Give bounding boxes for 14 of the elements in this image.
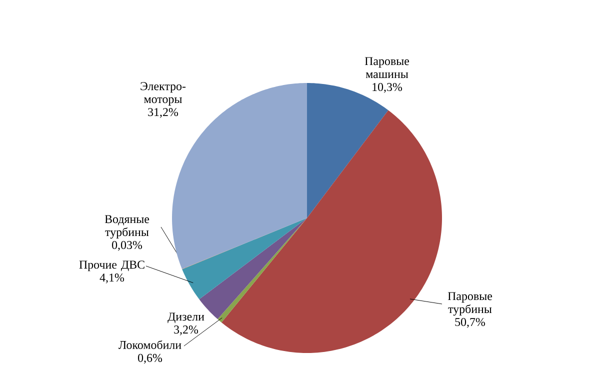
data-label: 4,1% xyxy=(100,274,124,284)
slice-label: Прочие ДВС xyxy=(79,260,144,272)
data-label: 0,03% xyxy=(112,240,142,251)
data-label: 0,6% xyxy=(138,354,162,364)
slice-label: Паровые турбины xyxy=(448,292,492,316)
data-label: 50,7% xyxy=(455,318,486,328)
slice-label: Дизели xyxy=(168,312,204,324)
slice-label: Электро-моторы xyxy=(140,82,186,106)
data-label: 10,3% xyxy=(372,82,402,93)
slice-label: Водяные турбины xyxy=(104,215,150,239)
data-label: 31,2% xyxy=(148,108,178,118)
data-label: 3,2% xyxy=(174,326,198,336)
slice-label: Паровые машины xyxy=(364,57,410,78)
slice-label: Локомобили xyxy=(118,340,182,349)
